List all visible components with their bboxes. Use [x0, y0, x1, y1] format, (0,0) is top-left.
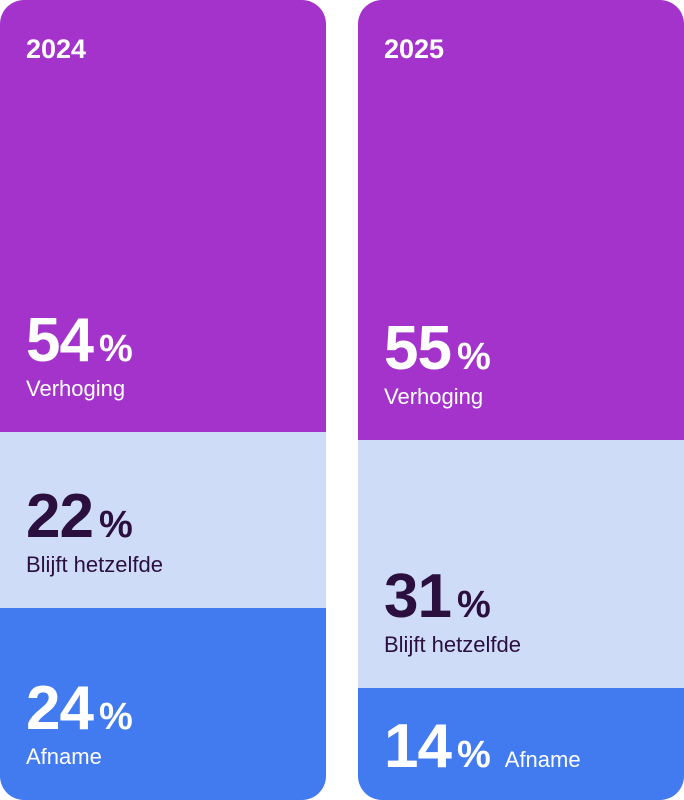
column-2024: 2024 54% Verhoging 22% Blijft hetzelfde … [0, 0, 326, 800]
series-label: Blijft hetzelfde [384, 631, 521, 657]
segment-text: 31% Blijft hetzelfde [384, 565, 521, 658]
year-label: 2024 [26, 34, 87, 64]
series-label: Verhoging [26, 375, 126, 401]
value-label: 31 [384, 561, 452, 631]
series-label: Blijft hetzelfde [26, 551, 163, 577]
segment-verhoging: 54% Verhoging [0, 0, 326, 432]
series-label: Verhoging [384, 383, 484, 409]
segment-text: 14% Afname [384, 716, 581, 778]
value-label: 22 [26, 481, 94, 551]
percent-sign: % [98, 327, 133, 370]
value-label: 14 [384, 712, 452, 781]
segment-verhoging: 55% Verhoging [358, 0, 684, 440]
series-label: Afname [504, 747, 581, 772]
year-label: 2025 [384, 34, 445, 64]
column-2025: 2025 55% Verhoging 31% Blijft hetzelfde … [358, 0, 684, 800]
segment-afname: 14% Afname [358, 688, 684, 800]
segment-blijft-hetzelfde: 22% Blijft hetzelfde [0, 432, 326, 608]
percent-sign: % [456, 734, 491, 776]
segment-text: 24% Afname [26, 677, 133, 770]
value-label: 54 [26, 305, 94, 375]
segment-text: 54% Verhoging [26, 309, 133, 402]
value-label: 55 [384, 313, 452, 383]
series-label: Afname [26, 743, 102, 769]
segment-text: 55% Verhoging [384, 317, 491, 410]
percent-sign: % [456, 335, 491, 378]
percent-sign: % [456, 583, 491, 626]
segment-afname: 24% Afname [0, 608, 326, 800]
segment-text: 22% Blijft hetzelfde [26, 485, 163, 578]
percent-sign: % [98, 503, 133, 546]
percent-sign: % [98, 695, 133, 738]
segment-blijft-hetzelfde: 31% Blijft hetzelfde [358, 440, 684, 688]
value-label: 24 [26, 673, 94, 743]
